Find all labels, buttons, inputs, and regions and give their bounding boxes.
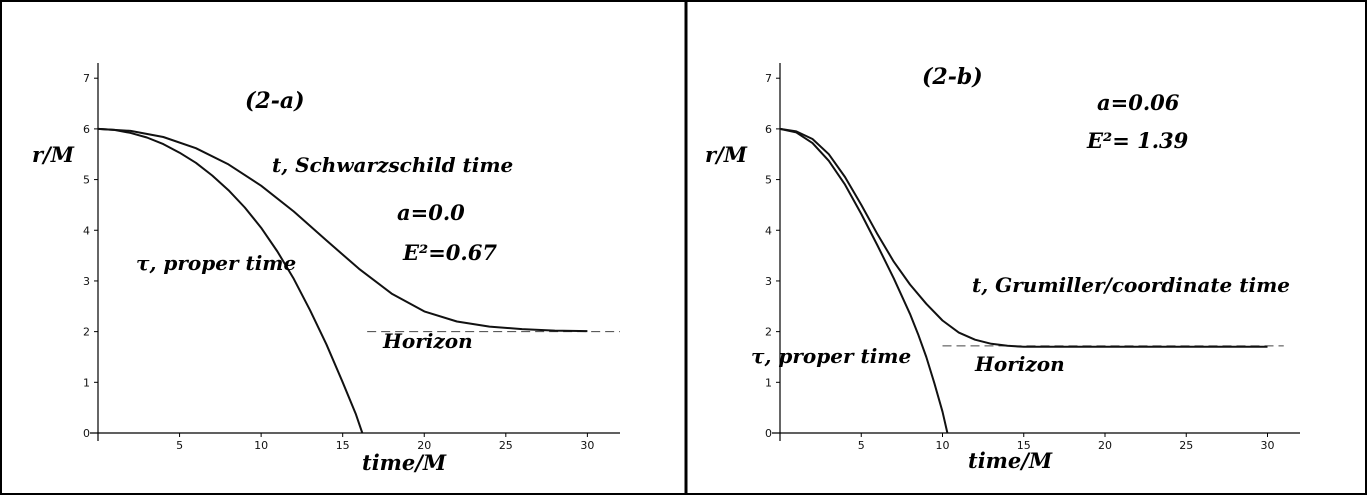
panel-2a-x-tick-label: 10 xyxy=(254,439,268,452)
panel-2a-y-tick-label: 3 xyxy=(83,275,90,288)
panel-2a-y-tick-label: 6 xyxy=(83,123,90,136)
panel-2a-x-tick-label: 15 xyxy=(336,439,350,452)
panel-2a-xlabel: time/M xyxy=(362,450,447,475)
panel-2b-x-tick-label: 30 xyxy=(1261,439,1275,452)
panel-2a: 5 10 15 20 25 30 0 1 2 3 4 5 6 7 (2-a) r/M time/M t, … xyxy=(32,63,620,475)
panel-2a-series-coordinate-time-line xyxy=(97,127,588,333)
panel-2b-x-tick-label: 10 xyxy=(936,439,950,452)
panel-2b-label: (2-b) xyxy=(922,64,983,90)
panel-2b-param-a: a=0.06 xyxy=(1097,90,1180,115)
panel-2b-y-tick-label: 0 xyxy=(765,427,772,440)
panel-2b-series-coordinate-time-line xyxy=(779,127,1268,348)
panel-2b-series-proper-time-line xyxy=(779,127,949,434)
panel-2a-series-proper-label: τ, proper time xyxy=(136,251,296,275)
panel-2b-x-tick-label: 15 xyxy=(1017,439,1031,452)
panel-2b-plot: 5 10 15 20 25 30 0 1 2 3 4 5 6 7 xyxy=(765,63,1300,452)
panel-2a-x-tick-label: 20 xyxy=(417,439,431,452)
panel-2a-param-e: E²=0.67 xyxy=(402,240,497,265)
panel-2b: 5 10 15 20 25 30 0 1 2 3 4 5 6 7 (2-b) r/M time/M t, … xyxy=(705,63,1300,473)
panel-2b-y-tick-label: 6 xyxy=(765,123,772,136)
panel-2a-series-proper-time-line xyxy=(97,127,364,434)
panel-2b-series-grumiller-label: t, Grumiller/coordinate time xyxy=(972,273,1290,297)
panel-2a-horizon-label: Horizon xyxy=(382,329,473,353)
panel-2a-y-tick-label: 2 xyxy=(83,326,90,339)
panel-2a-x-tick-label: 5 xyxy=(176,439,183,452)
panel-2b-y-tick-label: 5 xyxy=(765,174,772,187)
panel-2a-plot: 5 10 15 20 25 30 0 1 2 3 4 5 6 7 xyxy=(83,63,620,452)
panel-2b-x-tick-label: 20 xyxy=(1098,439,1112,452)
panel-2a-x-tick-label: 30 xyxy=(580,439,594,452)
panel-2b-y-tick-label: 2 xyxy=(765,326,772,339)
panel-2b-x-tick-label: 25 xyxy=(1179,439,1193,452)
panel-2a-param-a: a=0.0 xyxy=(397,200,465,225)
panel-2b-y-tick-label: 1 xyxy=(765,376,772,389)
panel-2b-y-tick-label: 4 xyxy=(765,224,772,237)
panel-2b-series-proper-label: τ, proper time xyxy=(751,344,911,368)
panel-2a-y-tick-label: 4 xyxy=(83,224,90,237)
panel-2a-label: (2-a) xyxy=(245,88,305,114)
panel-2a-y-tick-label: 0 xyxy=(83,427,90,440)
panel-2a-y-tick-label: 5 xyxy=(83,174,90,187)
panel-2b-param-e: E²= 1.39 xyxy=(1086,128,1189,153)
panel-2a-x-tick-label: 25 xyxy=(499,439,513,452)
panel-2a-ylabel: r/M xyxy=(32,142,75,167)
panel-2b-xlabel: time/M xyxy=(968,448,1053,473)
panel-2b-y-tick-label: 7 xyxy=(765,72,772,85)
panel-2b-y-tick-label: 3 xyxy=(765,275,772,288)
panel-2a-y-tick-label: 1 xyxy=(83,376,90,389)
panel-2b-ylabel: r/M xyxy=(705,142,748,167)
panel-2b-x-tick-label: 5 xyxy=(858,439,865,452)
panel-2a-y-tick-label: 7 xyxy=(83,72,90,85)
panel-2b-horizon-label: Horizon xyxy=(974,352,1065,376)
panel-2a-series-schwarzschild-label: t, Schwarzschild time xyxy=(272,153,513,177)
